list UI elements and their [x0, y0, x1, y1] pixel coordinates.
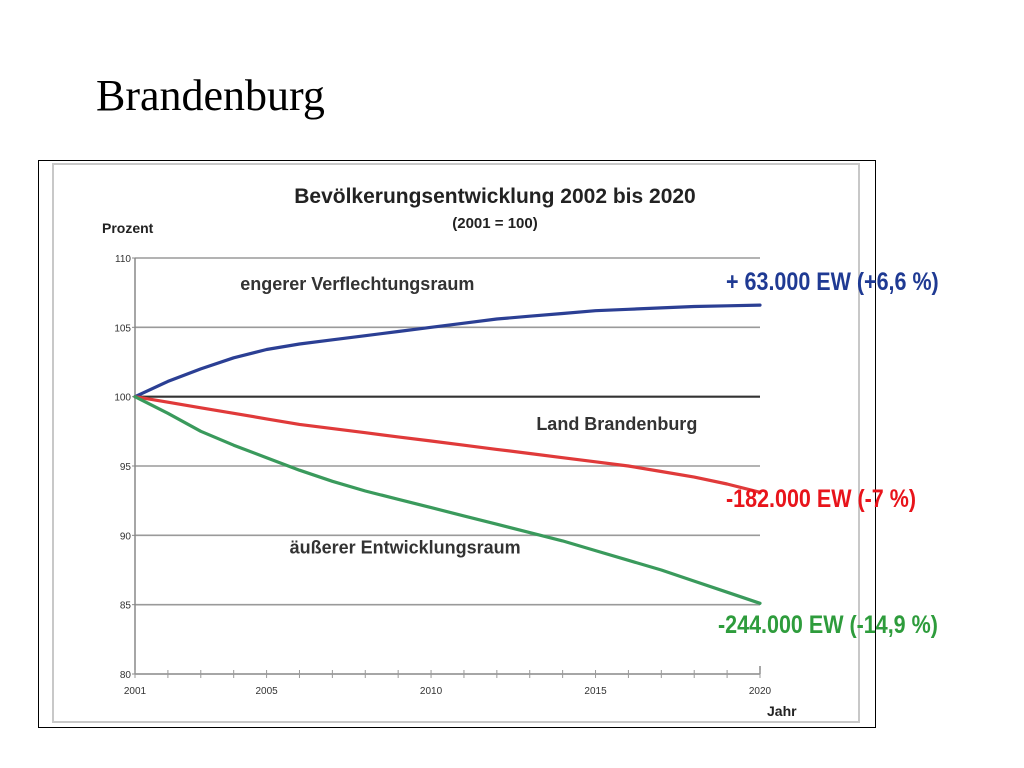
- series-line-3: [133, 395, 762, 605]
- population-line-chart: Bevölkerungsentwicklung 2002 bis 2020 (2…: [52, 163, 860, 723]
- y-tick-label-110: 110: [115, 254, 131, 265]
- y-tick-label-105: 105: [114, 323, 131, 334]
- x-tick-label-2010: 2010: [420, 686, 443, 697]
- chart-subtitle: (2001 = 100): [452, 215, 537, 232]
- chart-title: Bevölkerungsentwicklung 2002 bis 2020: [294, 185, 696, 208]
- series-label-1: engerer Verflechtungsraum: [240, 274, 474, 294]
- x-tick-label-2015: 2015: [584, 686, 607, 697]
- x-tick-label-2001: 2001: [124, 686, 147, 697]
- chart-frame: Bevölkerungsentwicklung 2002 bis 2020 (2…: [38, 160, 876, 728]
- series-line-2: [133, 395, 762, 494]
- y-axis-label: Prozent: [102, 220, 154, 236]
- y-tick-label-95: 95: [120, 462, 132, 473]
- y-tick-label-80: 80: [120, 670, 132, 681]
- slide-title: Brandenburg: [96, 71, 325, 120]
- x-axis-label: Jahr: [767, 703, 797, 719]
- x-tick-label-2005: 2005: [255, 686, 278, 697]
- series-line-1: [133, 303, 762, 399]
- series-label-2: Land Brandenburg: [536, 414, 697, 434]
- annotation-red: -182.000 EW (-7 %): [726, 485, 916, 513]
- series-label-3: äußerer Entwicklungsraum: [290, 537, 521, 557]
- y-tick-label-100: 100: [114, 393, 131, 404]
- annotation-green: -244.000 EW (-14,9 %): [718, 611, 938, 639]
- x-tick-label-2020: 2020: [749, 686, 772, 697]
- annotation-blue: + 63.000 EW (+6,6 %): [726, 268, 939, 296]
- y-tick-label-85: 85: [120, 601, 132, 612]
- y-tick-label-90: 90: [120, 531, 132, 542]
- plot-area: 80 85 90 95 100 105 110 2001 2005 2010 2015 2020 eng…: [114, 254, 771, 697]
